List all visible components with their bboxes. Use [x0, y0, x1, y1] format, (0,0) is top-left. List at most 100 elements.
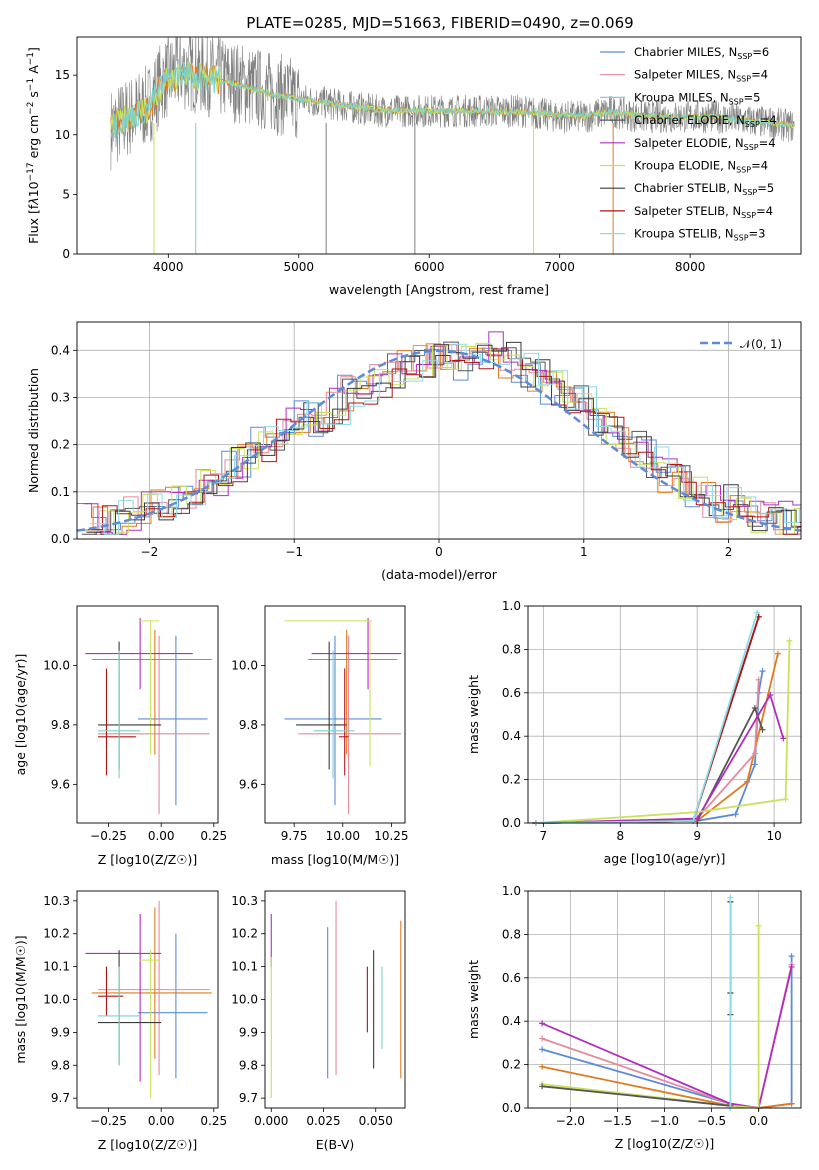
x-tick-label: 0.025	[306, 1114, 340, 1128]
series-marker	[539, 1035, 546, 1042]
series-line	[535, 616, 760, 824]
series-marker	[727, 894, 734, 901]
axes-frame	[76, 36, 802, 255]
panel-2: −0.25 0.00 0.25 9.6 9.8 10.0 Z [log10(Z/Z☉)] ag…	[13, 605, 227, 867]
y-tick-label: 9.8	[51, 1058, 70, 1072]
y-tick-label: 15	[55, 68, 70, 82]
histogram-step	[81, 341, 801, 535]
histogram-step	[80, 344, 801, 535]
legend-entry: 𝒩(0, 1)	[740, 337, 782, 351]
x-tick-label: 8000	[675, 260, 706, 274]
y-tick-label: 1.0	[502, 599, 521, 613]
x-tick-label: 0.050	[359, 1114, 393, 1128]
x-tick-label: 0.000	[254, 1114, 288, 1128]
series-marker	[539, 1083, 546, 1090]
x-tick-label: 10	[766, 829, 781, 843]
x-tick-label: 10.00	[326, 829, 360, 843]
y-tick-label: 9.9	[51, 1025, 70, 1039]
series-marker	[744, 778, 751, 785]
series-line	[535, 692, 785, 824]
panel-7: −2.0 −1.5 −1.0 −0.5 0.0 0.0 0.2 0.4 0.6 0.8 1.0 Z […	[466, 884, 802, 1151]
series-marker	[788, 1100, 795, 1107]
y-tick-label: 9.9	[239, 1025, 258, 1039]
panel-1: −2 −1 0 1 2 0.0 0.1 0.2 0.3 0.4 (data-model)/error…	[26, 321, 802, 582]
x-tick-label: −1.0	[650, 1114, 679, 1128]
figure-title: PLATE=0285, MJD=51663, FIBERID=0490, z=0…	[246, 14, 633, 32]
x-tick-label: 0.00	[148, 1114, 175, 1128]
y-tick-label: 10.2	[43, 927, 70, 941]
series-marker	[732, 811, 739, 818]
series-marker	[786, 637, 793, 644]
y-tick-label: 9.8	[239, 718, 258, 732]
legend-entry: Salpeter ELODIE, NSSP=4	[634, 136, 776, 152]
x-tick-label: 9.75	[281, 829, 308, 843]
y-tick-label: 0.0	[51, 532, 70, 546]
x-tick-label: 7000	[544, 260, 575, 274]
x-tick-label: 5000	[283, 260, 314, 274]
y-tick-label: 0.2	[51, 438, 70, 452]
x-tick-label: −0.25	[90, 1114, 127, 1128]
grid	[528, 605, 801, 824]
x-tick-label: −1	[285, 545, 303, 559]
series-marker	[788, 963, 795, 970]
histogram-step	[85, 342, 801, 535]
y-tick-label: 10.0	[43, 993, 70, 1007]
y-tick-label: 0.0	[502, 1101, 521, 1115]
y-tick-label: 0	[62, 247, 70, 261]
y-tick-label: 0.6	[502, 971, 521, 985]
series-marker	[539, 1020, 546, 1027]
y-tick-label: 0.4	[51, 343, 70, 357]
y-axis-label: mass [log10(M/M☉)]	[13, 935, 28, 1063]
y-axis-label: mass weight	[466, 960, 481, 1039]
panel-3: 9.75 10.00 10.25 9.6 9.8 10.0 mass [log10(M/M☉…	[231, 605, 409, 867]
series-marker	[539, 1063, 546, 1070]
series-marker	[539, 1046, 546, 1053]
x-axis-label: Z [log10(Z/Z☉)]	[98, 1137, 198, 1152]
series-line	[541, 1065, 792, 1109]
y-tick-label: 0.0	[502, 816, 521, 830]
x-axis-label: E(B-V)	[316, 1137, 355, 1152]
x-axis-label: (data-model)/error	[381, 567, 498, 582]
histogram-step	[88, 348, 801, 535]
x-axis-label: age [log10(age/yr)]	[604, 851, 726, 866]
panel-6: 0.000 0.025 0.050 9.7 9.8 9.9 10.0 10.1 10.2 10.3…	[231, 890, 406, 1152]
series-marker	[759, 726, 766, 733]
y-tick-label: 0.2	[502, 773, 521, 787]
series-marker	[694, 815, 701, 822]
x-tick-label: −1.5	[603, 1114, 632, 1128]
x-axis-label: mass [log10(M/M☉)]	[271, 852, 399, 867]
y-tick-label: 10.3	[43, 894, 70, 908]
x-tick-label: 9	[693, 829, 701, 843]
x-axis-label: wavelength [Angstrom, rest frame]	[329, 282, 549, 297]
y-tick-label: 10	[55, 128, 70, 142]
y-tick-label: 10.2	[231, 927, 258, 941]
y-tick-label: 0.1	[51, 485, 70, 499]
series-marker	[755, 922, 762, 929]
x-tick-label: 4000	[153, 260, 184, 274]
legend-entry: Chabrier STELIB, NSSP=5	[634, 181, 774, 197]
x-tick-label: 1	[580, 545, 588, 559]
axes-frame	[76, 605, 219, 824]
y-axis-label: age [log10(age/yr)]	[13, 654, 28, 776]
axes-frame	[527, 605, 802, 824]
histograms	[77, 331, 801, 535]
y-tick-label: 0.6	[502, 686, 521, 700]
series-line	[541, 966, 793, 1110]
axes-frame	[264, 890, 406, 1109]
y-tick-label: 0.4	[502, 1014, 521, 1028]
histogram-step	[83, 331, 801, 535]
y-tick-label: 10.0	[231, 658, 258, 672]
series-line	[541, 956, 793, 1109]
legend-entry: Salpeter MILES, NSSP=4	[634, 68, 768, 84]
y-axis-label: mass weight	[466, 675, 481, 754]
legend-entry: Chabrier ELODIE, NSSP=4	[634, 113, 777, 129]
x-tick-label: −2.0	[556, 1114, 585, 1128]
series-marker	[751, 750, 758, 757]
y-tick-label: 0.4	[502, 729, 521, 743]
x-tick-label: 8	[616, 829, 624, 843]
y-tick-label: 9.6	[239, 777, 258, 791]
x-tick-label: 0.25	[200, 829, 227, 843]
series-line	[535, 640, 791, 824]
legend: Chabrier MILES, NSSP=6 Salpeter MILES, NS…	[600, 45, 777, 243]
